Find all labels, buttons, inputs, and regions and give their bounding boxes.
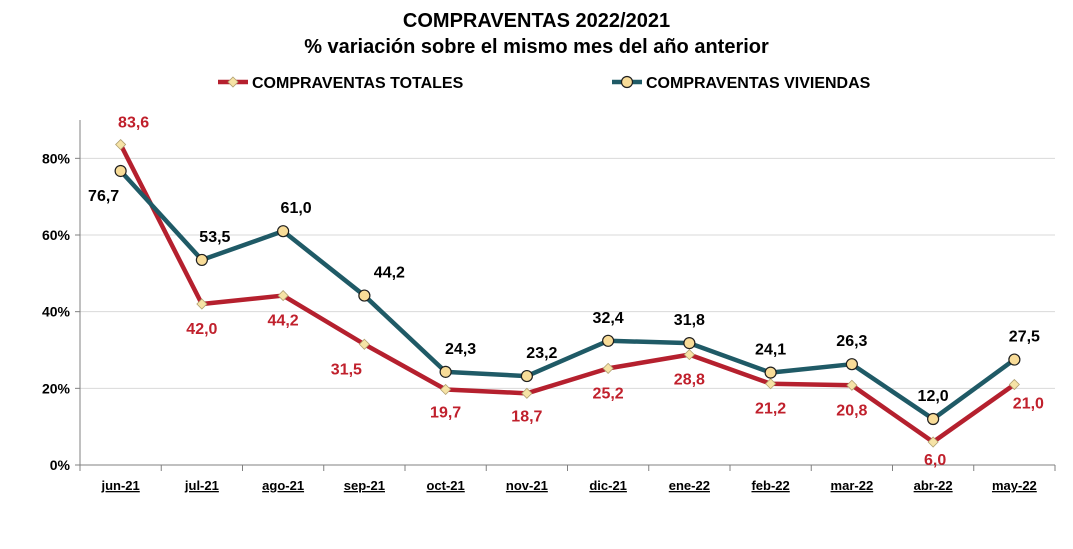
x-tick-label: nov-21 <box>506 478 548 493</box>
y-tick-label: 40% <box>42 304 71 320</box>
data-label-viviendas: 24,1 <box>755 342 786 359</box>
x-tick-label: oct-21 <box>426 478 464 493</box>
x-tick-label: mar-22 <box>831 478 874 493</box>
data-label-viviendas: 24,3 <box>445 341 476 358</box>
x-tick-label: jul-21 <box>184 478 219 493</box>
data-point-circle <box>114 164 127 178</box>
y-tick-label: 60% <box>42 227 71 243</box>
axes: 0% 20% 40% 60% 80% jun-21 jul-21 ago-21 sep-21 oc… <box>42 120 1056 493</box>
data-label-viviendas: 32,4 <box>593 310 624 327</box>
x-tick-label: ago-21 <box>262 478 304 493</box>
data-label-totales: 21,0 <box>1013 396 1044 413</box>
data-label-totales: 42,0 <box>186 321 217 338</box>
chart-subtitle: % variación sobre el mismo mes del año a… <box>304 36 769 58</box>
data-point-circle <box>927 412 940 426</box>
x-tick-label: dic-21 <box>589 478 627 493</box>
legend-label: COMPRAVENTAS TOTALES <box>252 75 464 92</box>
data-point-circle <box>195 253 208 267</box>
data-label-viviendas: 26,3 <box>836 333 867 350</box>
data-label-totales: 19,7 <box>430 404 461 421</box>
legend-label: COMPRAVENTAS VIVIENDAS <box>646 75 871 92</box>
data-point-diamond <box>115 138 127 151</box>
series-line-totales <box>118 143 1016 445</box>
data-label-totales: 44,2 <box>268 313 299 330</box>
data-label-totales: 28,8 <box>674 372 705 389</box>
data-point-circle <box>520 369 533 383</box>
data-label-viviendas: 44,2 <box>374 265 405 282</box>
data-label-viviendas: 61,0 <box>281 200 312 217</box>
data-point-diamond <box>602 362 614 374</box>
data-point-diamond <box>196 298 208 310</box>
data-label-totales: 20,8 <box>836 402 867 419</box>
data-label-totales: 6,0 <box>924 452 946 469</box>
legend-marker-circle <box>620 75 634 89</box>
data-point-diamond <box>521 387 533 399</box>
series-group <box>114 138 1021 448</box>
data-point-circle <box>845 358 858 371</box>
data-point-circle <box>683 337 696 350</box>
series-line-viviendas <box>118 169 1016 422</box>
data-label-viviendas: 76,7 <box>88 188 119 205</box>
data-point-diamond <box>1008 378 1020 391</box>
data-label-totales: 18,7 <box>511 408 542 425</box>
y-tick-label: 20% <box>42 380 71 396</box>
data-label-totales: 83,6 <box>118 115 149 132</box>
data-point-circle <box>764 366 777 379</box>
data-point-circle <box>1008 353 1021 366</box>
chart-title-block: COMPRAVENTAS 2022/2021 % variación sobre… <box>0 8 1073 60</box>
data-point-diamond <box>927 436 939 448</box>
data-point-circle <box>358 289 371 302</box>
data-point-circle <box>277 225 290 238</box>
data-point-diamond <box>683 349 695 361</box>
data-label-viviendas: 27,5 <box>1009 329 1040 346</box>
data-label-totales: 21,2 <box>755 401 786 418</box>
x-tick-label: may-22 <box>992 478 1037 493</box>
data-point-circle <box>439 365 452 378</box>
data-point-diamond <box>277 290 289 302</box>
data-labels: 83,6 42,0 44,2 31,5 19,7 18,7 25,2 28,8 21,2 20,8… <box>88 115 1044 469</box>
gridlines <box>80 157 1055 389</box>
y-tick-label: 80% <box>42 150 71 166</box>
x-tick-label: abr-22 <box>914 478 953 493</box>
data-label-viviendas: 31,8 <box>674 312 705 329</box>
chart-title: COMPRAVENTAS 2022/2021 <box>402 10 671 32</box>
data-point-diamond <box>358 338 370 350</box>
x-tick-label: feb-22 <box>751 478 789 493</box>
legend-marker-diamond <box>227 76 239 88</box>
x-tick-label: jun-21 <box>100 478 139 493</box>
data-point-diamond <box>440 383 452 396</box>
x-tick-label: sep-21 <box>344 478 385 493</box>
x-tick-label: ene-22 <box>669 478 710 493</box>
data-label-viviendas: 53,5 <box>199 229 230 246</box>
data-point-circle <box>602 334 615 347</box>
data-label-viviendas: 12,0 <box>918 388 949 405</box>
y-tick-label: 0% <box>50 457 71 473</box>
data-label-totales: 31,5 <box>331 361 362 378</box>
data-point-diamond <box>846 379 858 391</box>
data-label-totales: 25,2 <box>593 385 624 402</box>
data-label-viviendas: 23,2 <box>526 345 557 362</box>
legend: COMPRAVENTAS TOTALES COMPRAVENTAS VIVIEND… <box>218 75 871 92</box>
data-point-diamond <box>765 378 777 390</box>
